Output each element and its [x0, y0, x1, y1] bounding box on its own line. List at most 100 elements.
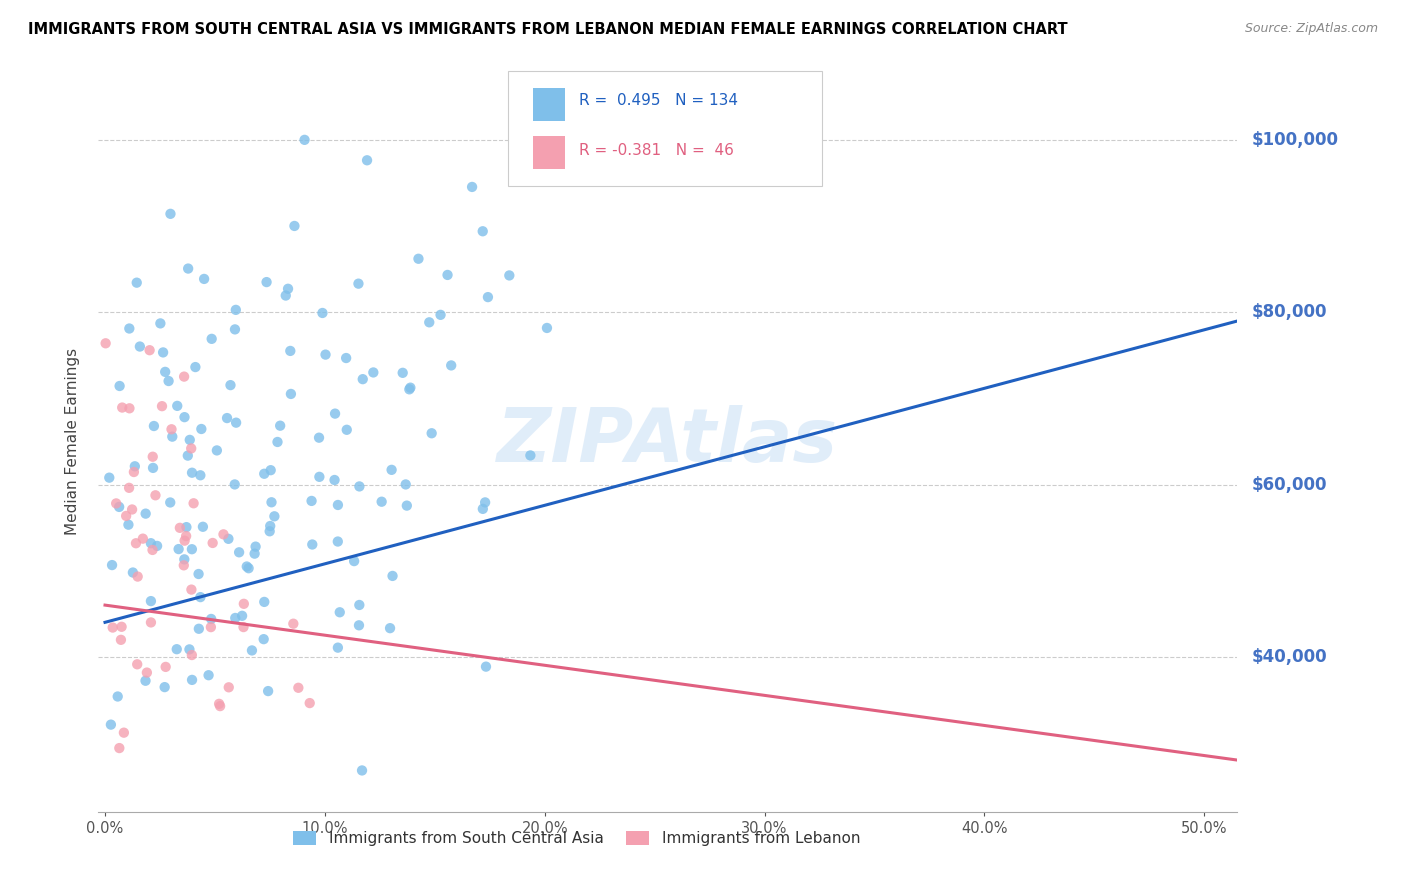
Point	[350, 764, 373, 778]
Point	[225, 302, 247, 317]
Point	[142, 450, 165, 464]
Point	[436, 268, 458, 282]
Point	[408, 252, 430, 266]
Point	[193, 272, 215, 286]
Point	[294, 133, 316, 147]
Point	[356, 153, 378, 168]
Point	[253, 632, 276, 647]
Point	[259, 524, 281, 539]
Point	[498, 268, 520, 283]
Point	[315, 348, 337, 362]
Point	[218, 681, 240, 695]
Point	[127, 657, 149, 672]
Point	[266, 434, 288, 449]
Point	[343, 554, 366, 568]
Point	[370, 494, 392, 508]
FancyBboxPatch shape	[509, 71, 821, 186]
Point	[101, 558, 124, 572]
Point	[135, 507, 157, 521]
Point	[349, 598, 371, 612]
Point	[212, 527, 235, 541]
Point	[349, 479, 371, 493]
Point	[461, 180, 484, 194]
Point	[108, 500, 131, 514]
Point	[256, 275, 278, 289]
Point	[173, 533, 195, 548]
Point	[301, 537, 323, 551]
Point	[301, 494, 323, 508]
Point	[352, 372, 374, 386]
Point	[200, 612, 222, 626]
Point	[169, 521, 191, 535]
Point	[201, 332, 224, 346]
Point	[378, 621, 401, 635]
Point	[308, 470, 330, 484]
Point	[180, 442, 202, 456]
Text: $40,000: $40,000	[1251, 648, 1327, 665]
Point	[224, 322, 246, 336]
Point	[311, 306, 333, 320]
Point	[326, 498, 349, 512]
Point	[245, 540, 267, 554]
Point	[335, 351, 357, 365]
Point	[208, 697, 231, 711]
Point	[159, 207, 181, 221]
Point	[150, 399, 173, 413]
Point	[240, 643, 263, 657]
Point	[280, 387, 302, 401]
Point	[122, 566, 145, 580]
Point	[259, 519, 281, 533]
Point	[101, 621, 124, 635]
Point	[418, 315, 440, 329]
Point	[125, 276, 148, 290]
Point	[308, 431, 330, 445]
Point	[121, 502, 143, 516]
Point	[159, 495, 181, 509]
Legend: Immigrants from South Central Asia, Immigrants from Lebanon: Immigrants from South Central Asia, Immi…	[287, 824, 866, 852]
Text: Source: ZipAtlas.com: Source: ZipAtlas.com	[1244, 22, 1378, 36]
Point	[420, 426, 443, 441]
Point	[127, 569, 149, 583]
Point	[135, 673, 157, 688]
Point	[110, 632, 132, 647]
Point	[363, 366, 385, 380]
Point	[180, 542, 202, 557]
Point	[277, 282, 299, 296]
Point	[260, 463, 283, 477]
Point	[94, 336, 117, 351]
Point	[336, 423, 359, 437]
Point	[181, 673, 204, 687]
Point	[177, 449, 200, 463]
Point	[323, 407, 346, 421]
Point	[224, 611, 246, 625]
Point	[100, 717, 122, 731]
Point	[217, 532, 239, 546]
Point	[187, 622, 209, 636]
Point	[117, 517, 139, 532]
Point	[122, 465, 145, 479]
Point	[108, 741, 131, 756]
Point	[253, 595, 276, 609]
Point	[257, 684, 280, 698]
Point	[128, 339, 150, 353]
Point	[477, 290, 499, 304]
Point	[110, 620, 132, 634]
Point	[183, 496, 205, 510]
Point	[283, 219, 305, 233]
Point	[232, 620, 254, 634]
Point	[398, 382, 420, 396]
Point	[215, 411, 238, 425]
Point	[105, 496, 128, 510]
Text: R = -0.381   N =  46: R = -0.381 N = 46	[579, 144, 734, 158]
Point	[108, 379, 131, 393]
Point	[149, 317, 172, 331]
Point	[173, 410, 195, 425]
FancyBboxPatch shape	[533, 88, 565, 120]
Point	[326, 534, 349, 549]
Point	[253, 467, 276, 481]
Point	[118, 481, 141, 495]
Point	[429, 308, 451, 322]
Text: $100,000: $100,000	[1251, 131, 1339, 149]
Point	[399, 381, 422, 395]
Point	[125, 536, 148, 550]
